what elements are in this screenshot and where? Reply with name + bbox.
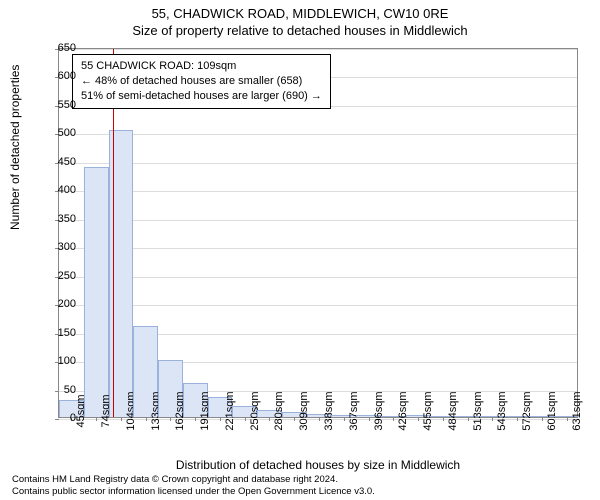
x-tick-mark xyxy=(195,417,196,421)
x-tick-mark xyxy=(121,417,122,421)
info-line-3: 51% of semi-detached houses are larger (… xyxy=(81,89,322,104)
y-tick-label: 150 xyxy=(36,327,76,339)
x-tick-mark xyxy=(220,417,221,421)
x-tick-mark xyxy=(517,417,518,421)
footer-line-1: Contains HM Land Registry data © Crown c… xyxy=(12,474,375,486)
x-tick-mark xyxy=(146,417,147,421)
x-tick-mark xyxy=(294,417,295,421)
x-tick-label: 455sqm xyxy=(422,391,434,430)
y-tick-label: 600 xyxy=(36,70,76,82)
y-tick-label: 450 xyxy=(36,156,76,168)
y-tick-label: 550 xyxy=(36,99,76,111)
y-tick-label: 250 xyxy=(36,270,76,282)
y-tick-label: 50 xyxy=(36,384,76,396)
y-tick-label: 300 xyxy=(36,241,76,253)
x-axis-label: Distribution of detached houses by size … xyxy=(58,458,578,472)
x-tick-mark xyxy=(567,417,568,421)
y-tick-label: 350 xyxy=(36,213,76,225)
chart-container: 55, CHADWICK ROAD, MIDDLEWICH, CW10 0RE … xyxy=(0,0,600,500)
x-tick-mark xyxy=(542,417,543,421)
y-tick-label: 500 xyxy=(36,127,76,139)
x-tick-label: 601sqm xyxy=(546,391,558,430)
y-tick-label: 400 xyxy=(36,184,76,196)
footer-line-2: Contains public sector information licen… xyxy=(12,486,375,498)
x-tick-mark xyxy=(319,417,320,421)
x-tick-label: 367sqm xyxy=(348,391,360,430)
footer: Contains HM Land Registry data © Crown c… xyxy=(12,474,375,498)
gridline xyxy=(59,277,577,278)
gridline xyxy=(59,191,577,192)
y-tick-label: 200 xyxy=(36,298,76,310)
x-tick-mark xyxy=(443,417,444,421)
x-tick-mark xyxy=(418,417,419,421)
x-tick-mark xyxy=(393,417,394,421)
page-subtitle: Size of property relative to detached ho… xyxy=(0,21,600,38)
gridline xyxy=(59,49,577,50)
x-tick-mark xyxy=(96,417,97,421)
x-tick-mark xyxy=(369,417,370,421)
x-tick-mark xyxy=(492,417,493,421)
x-tick-label: 280sqm xyxy=(273,391,285,430)
y-tick-label: 650 xyxy=(36,42,76,54)
x-tick-mark xyxy=(170,417,171,421)
info-line-2: ← 48% of detached houses are smaller (65… xyxy=(81,74,322,89)
gridline xyxy=(59,248,577,249)
x-tick-mark xyxy=(245,417,246,421)
x-tick-label: 513sqm xyxy=(472,391,484,430)
info-line-1: 55 CHADWICK ROAD: 109sqm xyxy=(81,59,322,74)
x-tick-label: 426sqm xyxy=(397,391,409,430)
y-axis-label: Number of detached properties xyxy=(8,65,22,230)
x-tick-mark xyxy=(468,417,469,421)
x-tick-label: 484sqm xyxy=(447,391,459,430)
gridline xyxy=(59,220,577,221)
page-title: 55, CHADWICK ROAD, MIDDLEWICH, CW10 0RE xyxy=(0,0,600,21)
x-tick-label: 543sqm xyxy=(496,391,508,430)
histogram-bar xyxy=(84,167,109,417)
x-tick-label: 396sqm xyxy=(373,391,385,430)
x-tick-mark xyxy=(269,417,270,421)
gridline xyxy=(59,305,577,306)
gridline xyxy=(59,163,577,164)
info-box: 55 CHADWICK ROAD: 109sqm ← 48% of detach… xyxy=(72,54,331,109)
x-tick-label: 631sqm xyxy=(571,391,583,430)
y-tick-label: 0 xyxy=(36,412,76,424)
y-tick-label: 100 xyxy=(36,355,76,367)
x-tick-label: 338sqm xyxy=(323,391,335,430)
x-tick-label: 572sqm xyxy=(521,391,533,430)
x-tick-mark xyxy=(344,417,345,421)
gridline xyxy=(59,134,577,135)
x-tick-label: 309sqm xyxy=(298,391,310,430)
